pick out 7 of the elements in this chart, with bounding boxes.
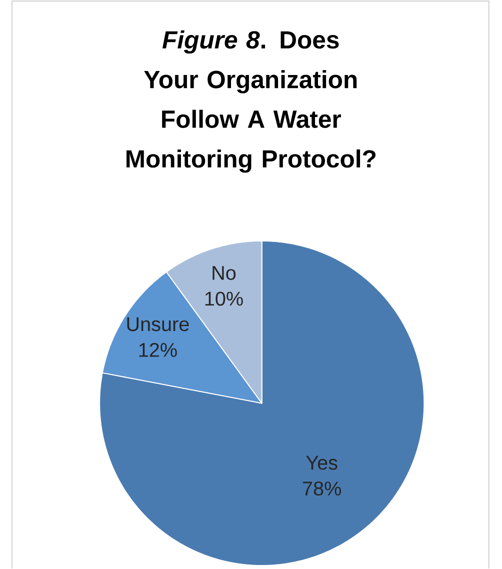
slice-label: No	[212, 266, 236, 280]
data-label: 78%	[303, 482, 342, 496]
chart-title: Figure 8. Does Your Organization Follow A Water Monitoring Protocol?	[126, 30, 376, 173]
slice-label: Unsure	[127, 317, 189, 332]
data-label: 10%	[206, 292, 243, 306]
slice-label: Yes	[306, 456, 338, 470]
data-label: 12%	[139, 342, 177, 357]
